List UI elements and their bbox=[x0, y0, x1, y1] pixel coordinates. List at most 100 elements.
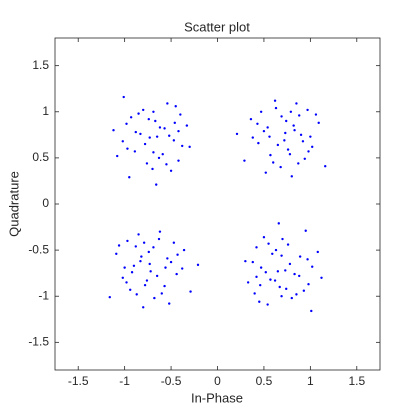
point bbox=[307, 150, 310, 153]
point bbox=[139, 259, 142, 263]
point bbox=[267, 242, 270, 245]
y-tick-label: 0 bbox=[42, 196, 49, 210]
point bbox=[316, 250, 319, 254]
point bbox=[134, 130, 137, 134]
chart-title: Scatter plot bbox=[184, 19, 250, 34]
point bbox=[172, 241, 176, 244]
point bbox=[297, 162, 300, 165]
point bbox=[272, 161, 275, 164]
point bbox=[181, 144, 184, 148]
point bbox=[132, 264, 136, 267]
point bbox=[163, 284, 166, 288]
point bbox=[281, 237, 284, 241]
point bbox=[152, 151, 155, 154]
y-tick-label: -1.5 bbox=[28, 335, 49, 349]
point bbox=[274, 106, 278, 110]
point bbox=[134, 245, 137, 248]
point bbox=[293, 272, 296, 276]
point bbox=[179, 113, 182, 116]
point bbox=[175, 272, 178, 276]
point bbox=[169, 169, 173, 172]
point bbox=[266, 303, 269, 306]
point bbox=[137, 112, 140, 115]
point bbox=[284, 131, 287, 135]
point bbox=[283, 139, 286, 142]
point bbox=[143, 283, 147, 287]
point bbox=[262, 129, 266, 133]
point bbox=[271, 252, 274, 255]
point bbox=[135, 293, 138, 296]
point bbox=[310, 309, 313, 313]
point bbox=[112, 129, 115, 132]
point bbox=[256, 122, 259, 125]
point bbox=[126, 239, 129, 243]
point bbox=[278, 285, 281, 289]
point bbox=[148, 262, 151, 266]
point bbox=[155, 274, 159, 278]
point bbox=[181, 267, 184, 270]
point bbox=[196, 263, 200, 267]
point bbox=[155, 135, 159, 138]
point bbox=[288, 153, 292, 156]
point bbox=[142, 241, 146, 244]
point bbox=[166, 257, 169, 260]
point bbox=[293, 129, 296, 132]
point bbox=[168, 302, 171, 305]
point bbox=[317, 121, 320, 125]
point bbox=[251, 260, 254, 264]
point bbox=[153, 296, 156, 300]
point bbox=[286, 243, 290, 246]
point bbox=[307, 283, 310, 286]
point bbox=[280, 115, 283, 118]
point bbox=[143, 142, 147, 146]
point bbox=[306, 258, 309, 261]
point bbox=[142, 108, 145, 112]
point bbox=[257, 141, 260, 145]
point bbox=[168, 134, 171, 137]
point bbox=[280, 254, 283, 257]
point bbox=[298, 255, 302, 258]
point bbox=[279, 165, 282, 169]
point bbox=[126, 147, 129, 150]
point bbox=[301, 140, 305, 143]
x-tick-label: 0 bbox=[214, 374, 221, 388]
point bbox=[115, 252, 118, 255]
point bbox=[145, 279, 149, 282]
point bbox=[311, 265, 314, 268]
x-tick-label: -0.5 bbox=[161, 374, 182, 388]
point bbox=[151, 167, 154, 171]
point bbox=[259, 266, 263, 269]
point bbox=[290, 175, 293, 178]
x-tick-label: 1 bbox=[307, 374, 314, 388]
point bbox=[172, 139, 176, 142]
point bbox=[311, 145, 314, 149]
point bbox=[249, 117, 253, 121]
point bbox=[160, 292, 163, 295]
point bbox=[129, 116, 133, 119]
point bbox=[116, 154, 119, 158]
point bbox=[292, 124, 295, 127]
point bbox=[295, 102, 298, 105]
point bbox=[244, 259, 247, 263]
point bbox=[269, 278, 272, 281]
y-axis-title: Quadrature bbox=[6, 171, 21, 237]
x-axis-title: In-Phase bbox=[191, 390, 243, 405]
point bbox=[246, 281, 250, 284]
point bbox=[108, 295, 111, 299]
point bbox=[258, 300, 261, 303]
point bbox=[264, 271, 267, 274]
point bbox=[189, 290, 192, 293]
point bbox=[259, 283, 262, 287]
y-tick-label: 1 bbox=[42, 104, 49, 118]
point bbox=[284, 269, 287, 272]
point bbox=[320, 276, 323, 279]
point bbox=[147, 117, 150, 121]
point bbox=[266, 126, 269, 129]
point bbox=[147, 250, 150, 254]
point bbox=[149, 270, 152, 273]
point bbox=[273, 279, 277, 282]
point bbox=[161, 153, 164, 156]
point bbox=[173, 121, 176, 125]
point bbox=[274, 248, 278, 252]
